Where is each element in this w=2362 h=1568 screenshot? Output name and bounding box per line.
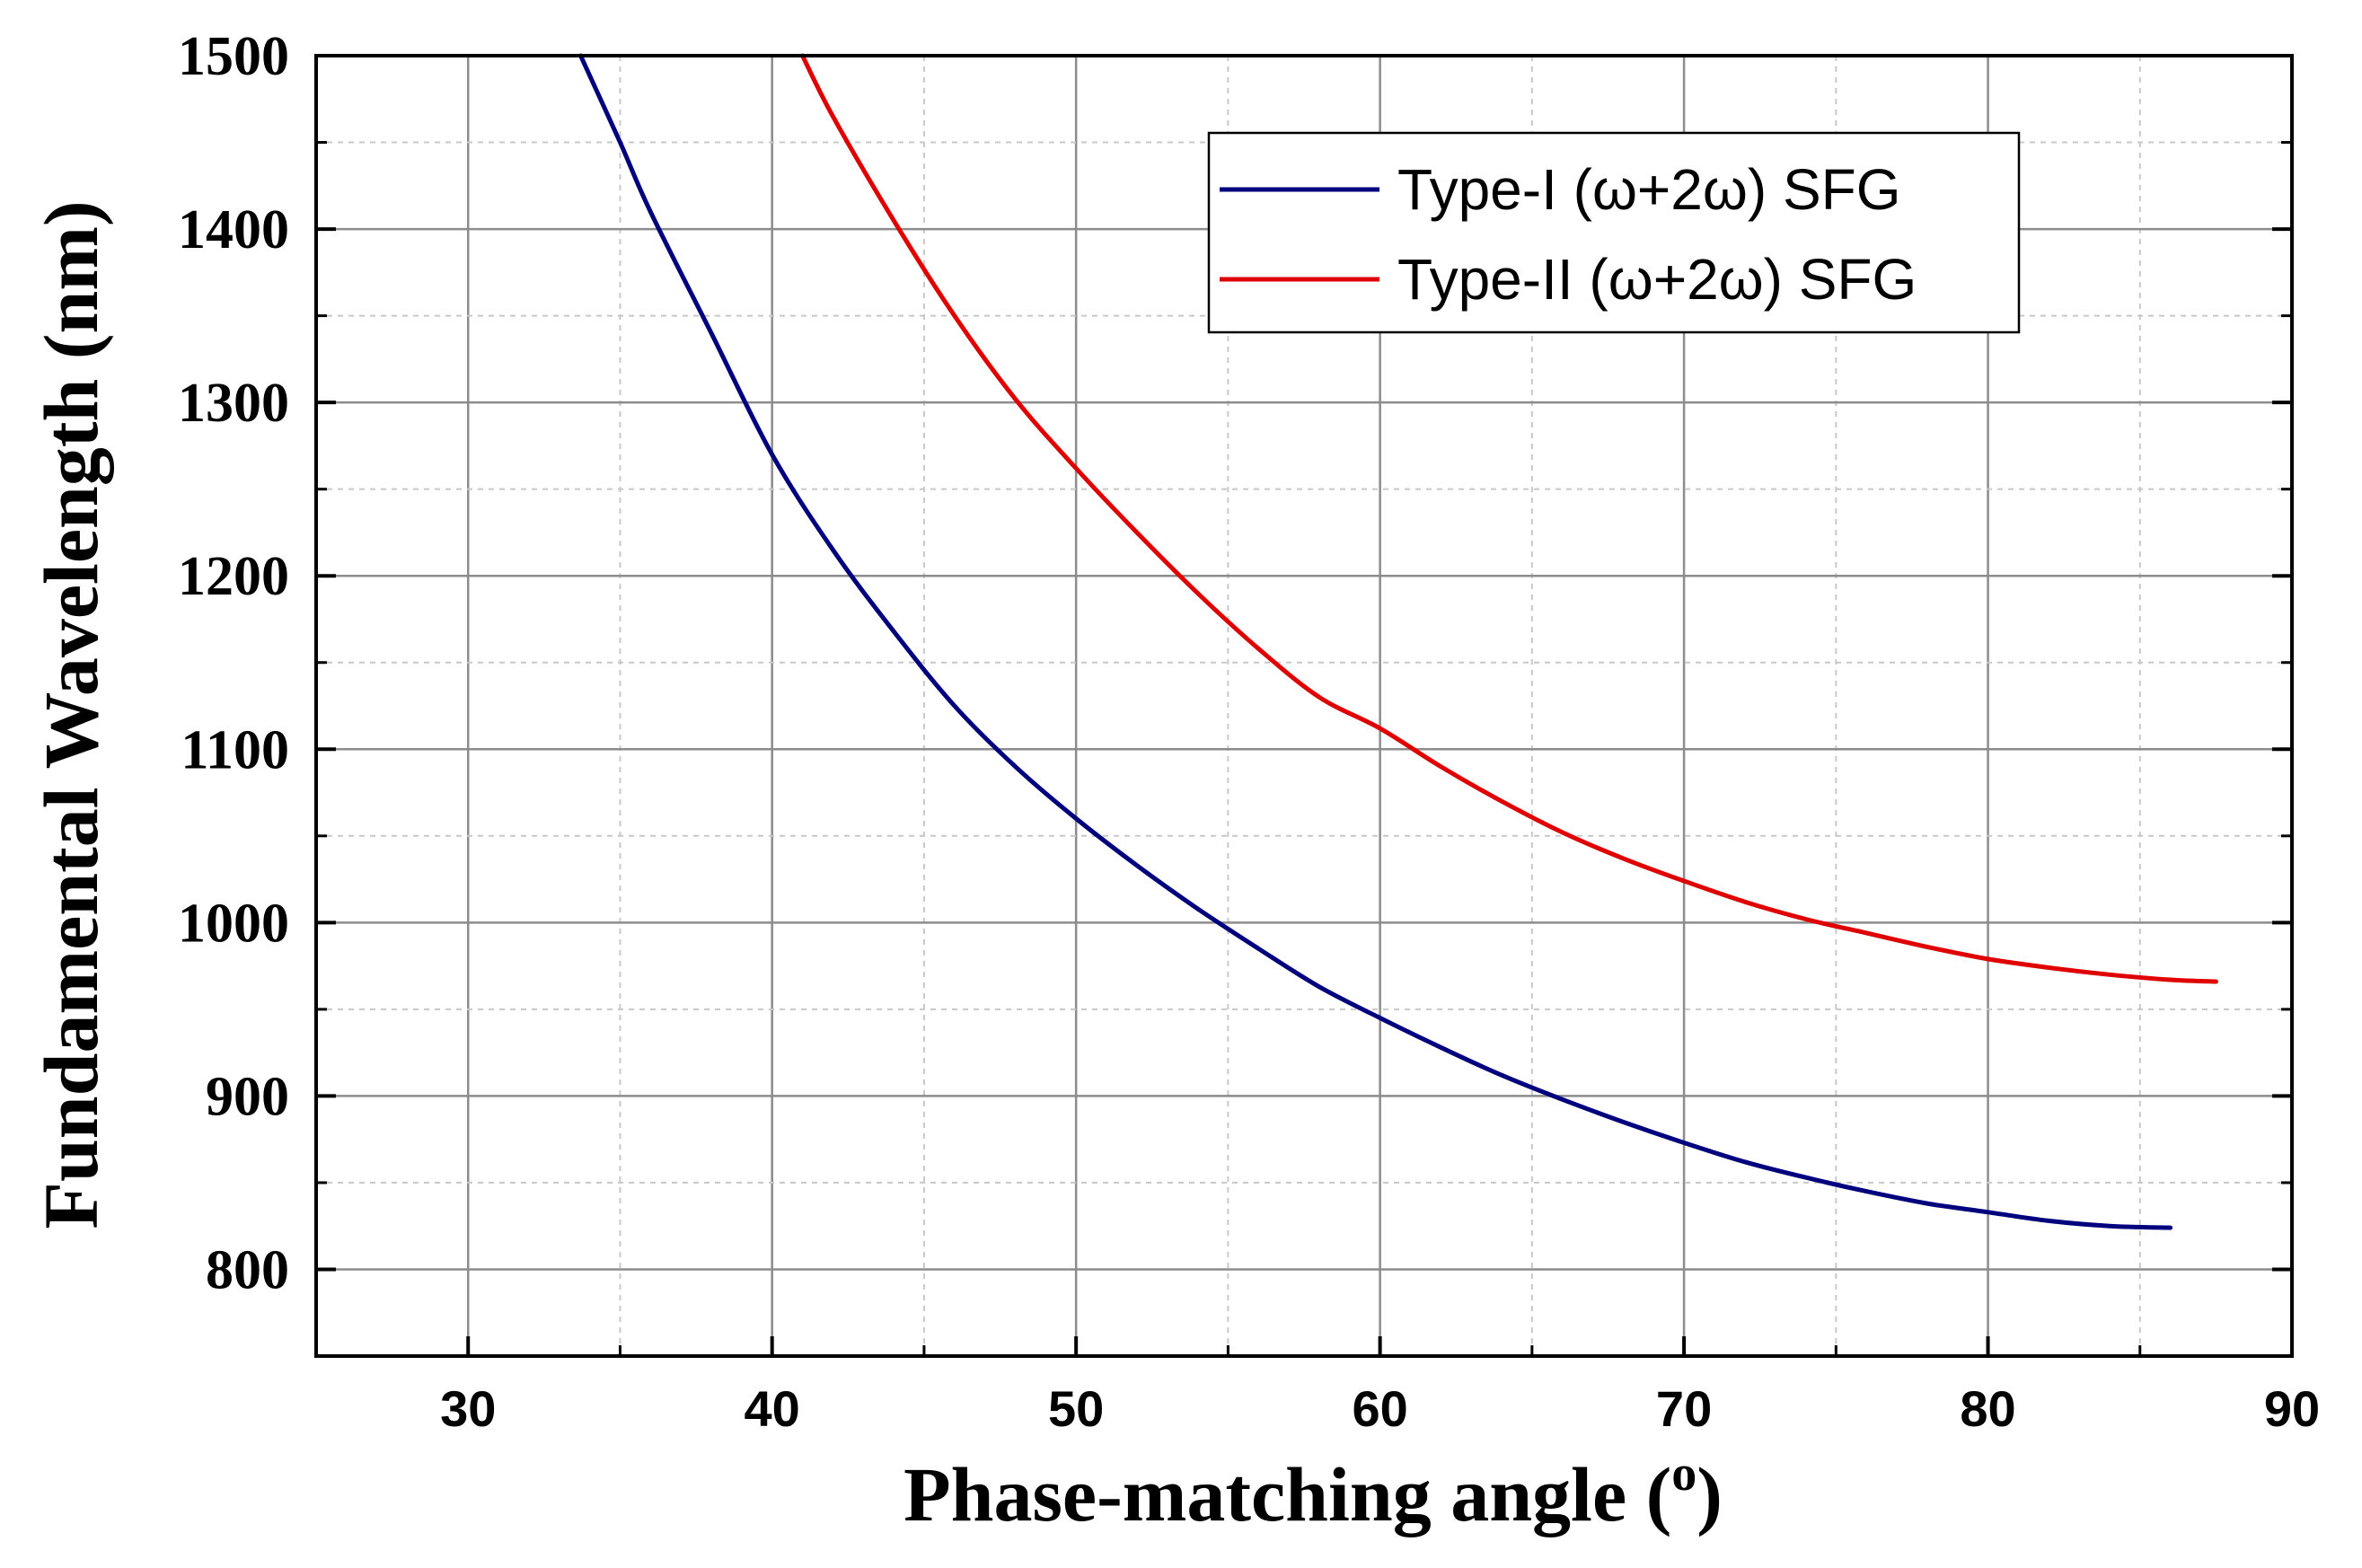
y-tick-label: 1100	[181, 719, 289, 780]
x-axis-title-main: Phase-matching angle (	[903, 1451, 1671, 1537]
legend-label-type-i: Type-I (ω+2ω) SFG	[1397, 157, 1901, 222]
x-axis-title-close: )	[1697, 1451, 1723, 1537]
y-tick-label: 1200	[178, 546, 289, 607]
legend: Type-I (ω+2ω) SFG Type-II (ω+2ω) SFG	[1207, 131, 2021, 334]
x-axis-title: Phase-matching angle (o)	[903, 1446, 1723, 1537]
axis-ticks: 30 40 50 60 70 80 90 800 900 1000 1100 1200 1300 1400…	[178, 26, 2320, 1437]
y-tick-label: 900	[206, 1066, 289, 1127]
y-tick-label: 1500	[178, 26, 289, 87]
x-tick-label: 40	[745, 1380, 800, 1437]
y-axis-title: Fundamental Wavelength (nm)	[28, 200, 114, 1229]
x-tick-label: 30	[440, 1380, 496, 1437]
x-tick-label: 60	[1352, 1380, 1407, 1437]
x-tick-label: 90	[2264, 1380, 2320, 1437]
series-line-type-ii	[800, 53, 2218, 984]
y-tick-label: 1300	[178, 373, 289, 434]
x-axis-title-sup: o	[1671, 1446, 1697, 1502]
y-tick-label: 1000	[178, 893, 289, 954]
y-tick-label: 800	[206, 1239, 289, 1300]
legend-label-type-ii: Type-II (ω+2ω) SFG	[1397, 247, 1917, 312]
x-tick-label: 80	[1960, 1380, 2015, 1437]
x-tick-label: 70	[1656, 1380, 1712, 1437]
y-tick-label: 1400	[178, 199, 289, 260]
legend-box	[1207, 131, 2021, 334]
plot-frame	[314, 54, 2294, 1358]
x-tick-label: 50	[1048, 1380, 1104, 1437]
series-layer	[578, 53, 2218, 1230]
series-line-type-i	[578, 53, 2173, 1230]
